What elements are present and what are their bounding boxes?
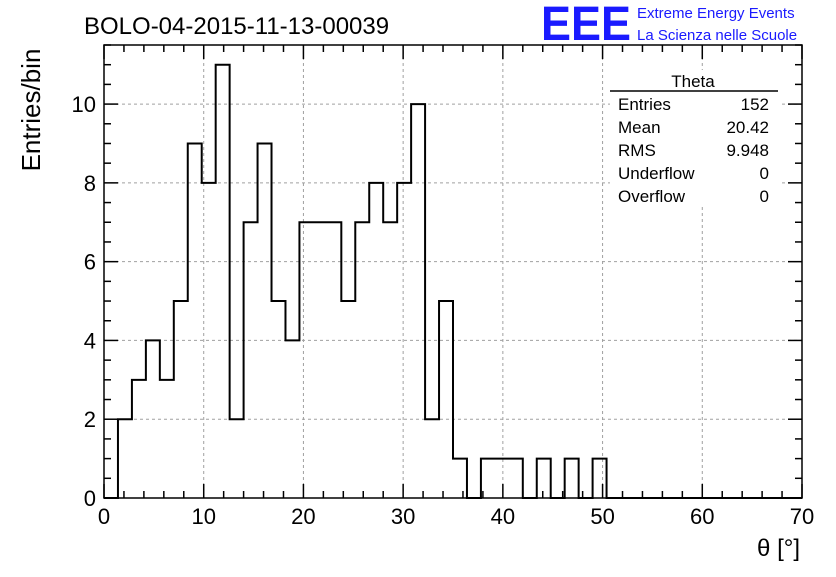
stats-value-underflow: 0: [760, 164, 769, 183]
histogram-bin-8: [216, 65, 230, 498]
x-tick-label-3: 30: [391, 504, 415, 529]
stats-label-rms: RMS: [618, 141, 656, 160]
histogram-bin-20: [383, 222, 397, 498]
stats-box: Theta Entries 152 Mean 20.42 RMS 9.948 Underfl…: [610, 70, 780, 206]
y-axis-title: Entries/bin: [16, 49, 46, 172]
histogram-bin-18: [355, 222, 369, 498]
histogram-bin-16: [327, 222, 341, 498]
histogram-bin-1: [118, 419, 132, 498]
histogram-bin-35: [593, 459, 607, 498]
histogram-bin-2: [132, 380, 146, 498]
stats-value-entries: 152: [741, 95, 769, 114]
stats-label-underflow: Underflow: [618, 164, 695, 183]
histogram-bin-23: [425, 419, 439, 498]
stats-title: Theta: [671, 72, 715, 91]
histogram-bin-10: [244, 222, 258, 498]
histogram-bin-6: [188, 143, 202, 498]
histogram-bin-31: [537, 459, 551, 498]
axis-ticks: [103, 44, 803, 499]
histogram-bin-21: [397, 183, 411, 498]
histogram-bin-9: [230, 419, 244, 498]
x-tick-label-6: 60: [690, 504, 714, 529]
histogram-bin-25: [453, 459, 467, 498]
eee-logo: EEE Extreme Energy Events La Scienza nel…: [541, 0, 797, 51]
histogram-bin-3: [146, 340, 160, 498]
stats-label-mean: Mean: [618, 118, 661, 137]
x-tick-label-2: 20: [291, 504, 315, 529]
histogram-bin-12: [272, 301, 286, 498]
x-tick-label-1: 10: [191, 504, 215, 529]
eee-logo-mark: EEE: [541, 0, 631, 51]
histogram-bin-13: [285, 340, 299, 498]
stats-label-entries: Entries: [618, 95, 671, 114]
histogram-bin-11: [258, 143, 272, 498]
logo-line-2: La Scienza nelle Scuole: [637, 27, 797, 44]
stats-value-mean: 20.42: [726, 118, 769, 137]
histogram-bin-7: [202, 183, 216, 498]
histogram-bin-24: [439, 301, 453, 498]
x-axis-title: θ [°]: [757, 535, 800, 562]
histogram-bin-15: [313, 222, 327, 498]
stats-rows: Entries 152 Mean 20.42 RMS 9.948 Underflow 0 Ove…: [618, 95, 769, 206]
logo-line-1: Extreme Energy Events: [637, 5, 795, 22]
y-tick-label-3: 6: [84, 250, 96, 275]
histogram-bin-5: [174, 301, 188, 498]
stats-value-overflow: 0: [760, 187, 769, 206]
histogram-bin-29: [509, 459, 523, 498]
y-tick-label-1: 2: [84, 407, 96, 432]
plot-frame: [103, 44, 803, 499]
x-tick-label-4: 40: [491, 504, 515, 529]
histogram-bin-19: [369, 183, 383, 498]
stats-value-rms: 9.948: [726, 141, 769, 160]
stats-label-overflow: Overflow: [618, 187, 686, 206]
histogram-bin-33: [565, 459, 579, 498]
histogram-bin-28: [495, 459, 509, 498]
histogram-bin-4: [160, 380, 174, 498]
x-tick-label-5: 50: [590, 504, 614, 529]
tick-labels: 0 10 20 30 40 50 60 70 0 2 4 6 8 10: [72, 92, 815, 529]
run-title: BOLO-04-2015-11-13-00039: [84, 13, 389, 40]
y-tick-label-0: 0: [84, 486, 96, 511]
x-tick-label-7: 70: [790, 504, 814, 529]
y-tick-label-2: 4: [84, 328, 96, 353]
y-tick-label-4: 8: [84, 171, 96, 196]
x-tick-label-0: 0: [98, 504, 110, 529]
histogram-bin-22: [411, 104, 425, 498]
histogram-bin-14: [299, 222, 313, 498]
histogram-bin-17: [341, 301, 355, 498]
y-tick-label-5: 10: [72, 92, 96, 117]
